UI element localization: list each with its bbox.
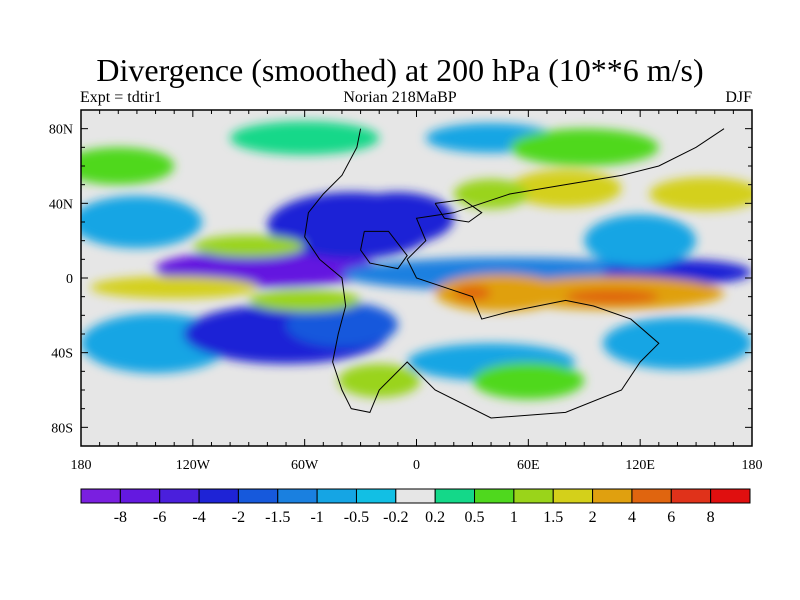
divergence-region-26 (230, 121, 380, 155)
x-tick-label-4: 60E (517, 458, 540, 473)
colorbar-swatch-5 (277, 488, 318, 504)
colorbar-swatch-15 (670, 488, 712, 504)
colorbar-swatch-4 (237, 488, 279, 504)
divergence-region-24 (81, 147, 175, 185)
period-label: Norian 218MaBP (343, 89, 457, 106)
y-tick-label-3: 40S (51, 347, 73, 362)
colorbar-swatch-16 (710, 488, 751, 504)
x-tick-label-2: 60W (291, 458, 319, 473)
divergence-region-5 (584, 214, 697, 267)
y-tick-label-2: 0 (66, 272, 73, 287)
x-tick-label-6: 180 (742, 458, 763, 473)
divergence-region-20 (509, 169, 622, 208)
divergence-region-14 (248, 289, 361, 312)
divergence-region-22 (338, 363, 421, 398)
x-tick-label-5: 120E (625, 458, 655, 473)
colorbar-swatch-11 (513, 488, 554, 504)
divergence-region-12 (90, 276, 259, 299)
colorbar-label-11: 1.5 (543, 509, 563, 526)
colorbar-label-1: -6 (153, 509, 166, 526)
y-tick-label-0: 80N (49, 123, 73, 138)
colorbar-label-3: -2 (232, 509, 245, 526)
y-tick-label-4: 80S (51, 421, 73, 436)
x-tick-label-1: 120W (176, 458, 211, 473)
colorbar-swatch-1 (119, 488, 161, 504)
colorbar-label-2: -4 (192, 509, 205, 526)
divergence-region-13 (192, 235, 305, 258)
experiment-label: Expt = tdtir1 (80, 89, 162, 106)
colorbar-swatch-14 (631, 488, 672, 504)
chart-title: Divergence (smoothed) at 200 hPa (10**6 … (96, 52, 704, 88)
y-tick-label-1: 40N (49, 197, 73, 212)
colorbar-swatch-0 (80, 488, 121, 504)
divergence-region-18 (453, 285, 492, 301)
colorbar-swatch-9 (434, 488, 476, 504)
colorbar-label-9: 0.5 (465, 509, 485, 526)
colorbar-label-6: -0.5 (344, 509, 369, 526)
colorbar-swatch-6 (316, 488, 357, 504)
coastline-2 (434, 199, 483, 223)
colorbar-label-5: -1 (310, 509, 323, 526)
colorbar-label-12: 2 (589, 509, 597, 526)
colorbar-swatch-2 (159, 488, 200, 504)
divergence-region-23 (472, 362, 585, 400)
colorbar-swatch-3 (198, 488, 239, 504)
colorbar-label-8: 0.2 (425, 509, 445, 526)
colorbar-swatch-7 (355, 488, 397, 504)
colorbar-label-10: 1 (510, 509, 518, 526)
colorbar-swatch-13 (592, 488, 633, 504)
x-tick-label-3: 0 (413, 458, 420, 473)
divergence-region-21 (453, 179, 529, 209)
colorbar-label-13: 4 (628, 509, 636, 526)
colorbar-swatch-12 (552, 488, 594, 504)
divergence-region-27 (509, 128, 659, 166)
colorbar-label-4: -1.5 (265, 509, 290, 526)
colorbar-label-14: 6 (667, 509, 675, 526)
colorbar-label-0: -8 (114, 509, 127, 526)
colorbar-swatch-8 (395, 488, 436, 504)
divergence-region-9 (286, 302, 398, 348)
divergence-region-17 (565, 289, 659, 305)
divergence-region-11 (602, 317, 752, 370)
coastline-0 (304, 128, 725, 419)
colorbar-label-7: -0.2 (383, 509, 408, 526)
divergence-region-19 (649, 177, 752, 211)
divergence-region-2 (341, 192, 454, 245)
coastline-1 (360, 230, 408, 270)
colorbar-label-15: 8 (707, 509, 715, 526)
divergence-region-6 (81, 195, 203, 249)
x-tick-label-0: 180 (71, 458, 92, 473)
season-label: DJF (725, 89, 752, 106)
colorbar-swatch-10 (474, 488, 515, 504)
